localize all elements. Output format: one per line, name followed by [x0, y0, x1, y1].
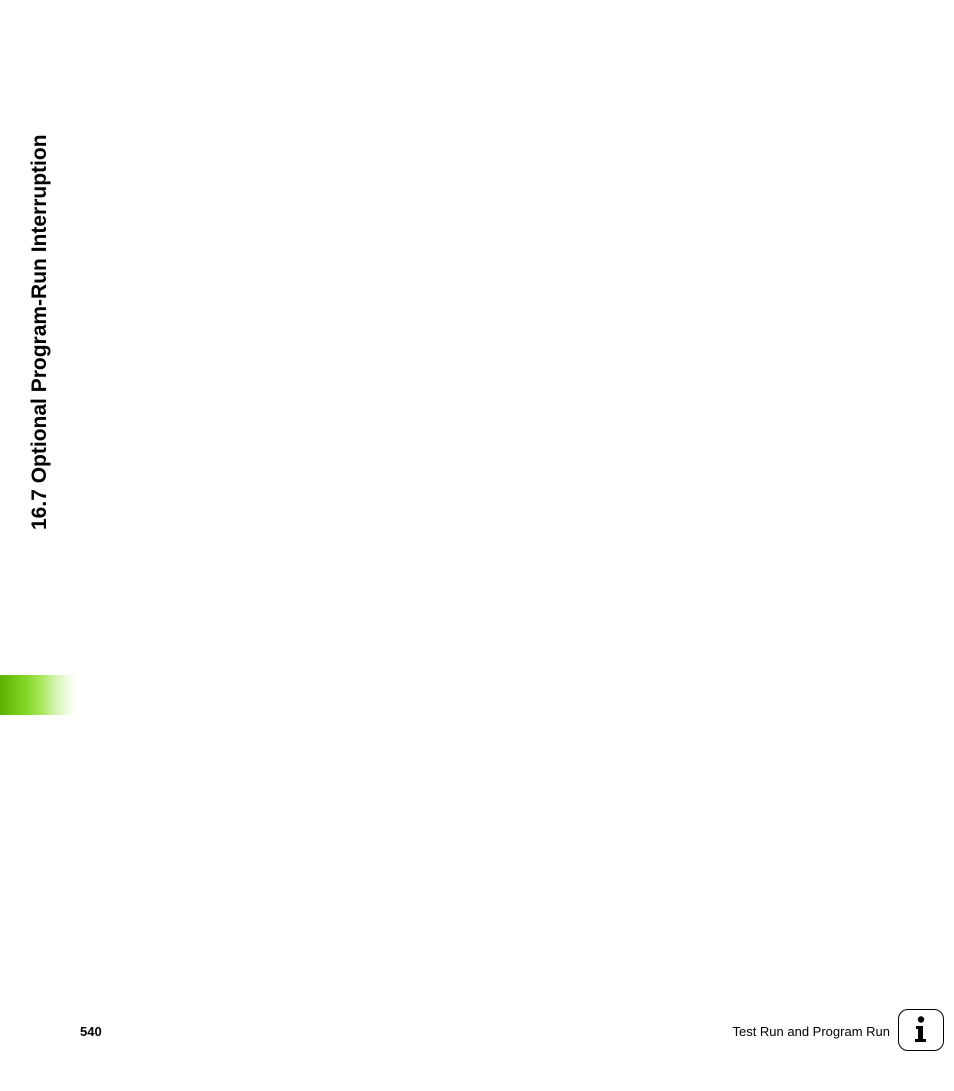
info-icon [898, 1009, 944, 1051]
page-side-tab [0, 675, 76, 715]
page-number: 540 [80, 1024, 102, 1039]
section-title: 16.7 Optional Program-Run Interruption [28, 134, 52, 530]
footer-text: Test Run and Program Run [732, 1024, 890, 1039]
